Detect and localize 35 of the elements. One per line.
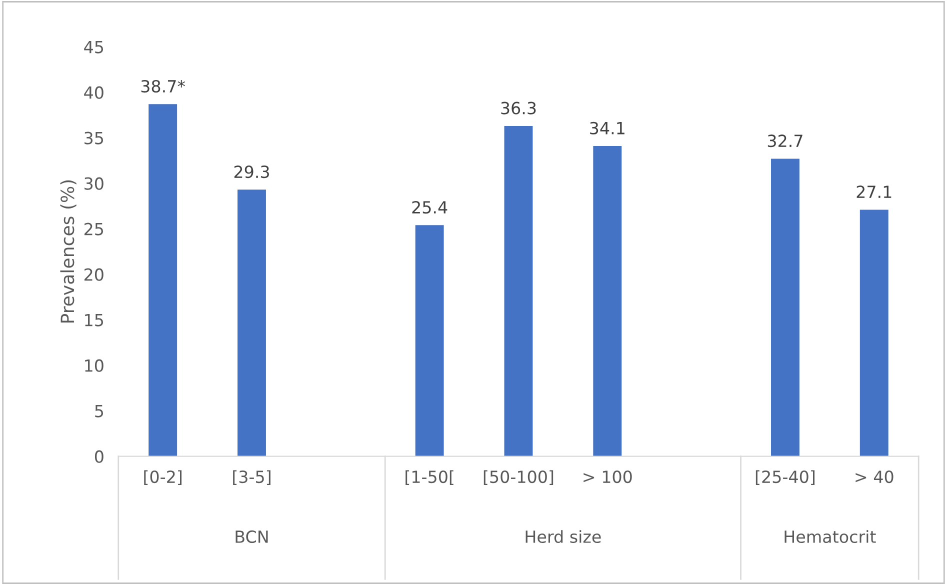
- bar: [593, 146, 622, 456]
- y-tick-label: 25: [84, 222, 104, 236]
- y-axis-title: Prevalences (%): [60, 180, 76, 322]
- bar: [504, 126, 533, 456]
- x-tick-label: > 100: [584, 470, 632, 484]
- x-tick-label: [1-50[: [406, 470, 454, 486]
- y-tick-label: 30: [84, 177, 104, 190]
- text: Herd size: [526, 530, 601, 544]
- text: Hematocrit: [784, 530, 876, 544]
- y-tick-label: 40: [84, 86, 104, 99]
- x-tick-label: [50-100]: [484, 470, 554, 486]
- y-tick-label: 0: [94, 450, 104, 463]
- y-tick-label: 45: [84, 40, 104, 54]
- y-tick-label: 35: [84, 132, 104, 144]
- data-label: 25.4: [412, 200, 448, 214]
- bar: [148, 104, 178, 456]
- data-label: 27.1: [856, 186, 892, 198]
- y-tick-label: 10: [85, 359, 104, 372]
- y-tick-label: 15: [85, 314, 104, 326]
- x-tick-label: [25-40]: [756, 470, 815, 486]
- data-label: 36.3: [501, 102, 536, 114]
- text: BCN: [236, 530, 268, 544]
- data-label: 38.7*: [141, 80, 186, 93]
- x-tick-label: [0-2]: [144, 470, 182, 486]
- bar: [770, 158, 800, 456]
- data-label: 34.1: [590, 122, 624, 134]
- y-tick-label: 20: [84, 268, 104, 281]
- data-label: 32.7: [768, 134, 802, 148]
- bar: [415, 225, 444, 456]
- x-tick-label: [3-5]: [233, 470, 270, 486]
- y-tick-label: 5: [95, 404, 104, 418]
- bar: [238, 190, 266, 456]
- data-label: 29.3: [234, 166, 269, 178]
- bar: [860, 210, 888, 456]
- x-tick-label: > 40: [856, 470, 894, 484]
